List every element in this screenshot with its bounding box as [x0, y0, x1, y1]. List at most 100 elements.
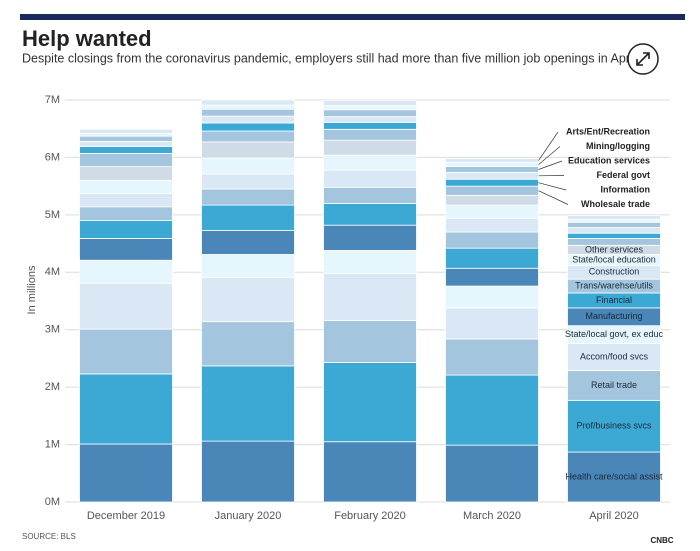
bar-segment [445, 204, 539, 219]
bar-segment [323, 320, 417, 363]
y-tick-label: 5M [45, 209, 60, 221]
bar-segment [201, 99, 295, 106]
bar-segment [445, 444, 539, 503]
bar-segment [201, 115, 295, 124]
bar-segment [201, 229, 295, 255]
callout-line [538, 146, 561, 165]
bar-segment [323, 441, 417, 503]
callout-line [538, 182, 567, 191]
callout-line [538, 190, 569, 205]
callout-label: Education services [568, 155, 650, 165]
top-rule [20, 14, 685, 20]
bar-segment [445, 217, 539, 233]
bar-segment [323, 273, 417, 321]
bar-segment [445, 158, 539, 163]
bar-segment [201, 157, 295, 175]
bar-segment [323, 100, 417, 107]
bar-segment [201, 188, 295, 206]
bar-segment [79, 135, 173, 142]
bar-segment [79, 132, 173, 137]
y-tick-label: 3M [45, 324, 60, 336]
bar-segment [567, 219, 661, 223]
chart-subtitle: Despite closings from the coronavirus pa… [22, 51, 639, 65]
bar-segment [567, 370, 661, 401]
bar-segment [79, 220, 173, 239]
bar-segment [323, 186, 417, 204]
bar-segment [445, 338, 539, 376]
bar-segment [201, 141, 295, 159]
segment-label: Accom/food svcs [580, 351, 649, 361]
bar-segment [567, 451, 661, 503]
bar-segment [79, 443, 173, 503]
chart-title: Help wanted [22, 26, 152, 51]
bar-segment [323, 139, 417, 156]
bar-segment [445, 247, 539, 269]
bar-segment [79, 328, 173, 375]
bar-segment [445, 307, 539, 340]
bar-segment [201, 321, 295, 367]
bar-segment [201, 173, 295, 190]
bar-segment [79, 146, 173, 154]
segment-label: Prof/business svcs [576, 421, 652, 431]
bar-segment [79, 373, 173, 445]
segment-label: Financial [596, 295, 632, 305]
bar-segment [323, 121, 417, 130]
callout-line [538, 160, 563, 170]
x-tick-label: March 2020 [463, 510, 521, 522]
bar-segment [79, 238, 173, 261]
bar-segment [445, 194, 539, 206]
bar-segment [79, 282, 173, 330]
bar-segment [201, 108, 295, 117]
bar-segment [445, 166, 539, 173]
bar-segment [79, 153, 173, 168]
x-tick-label: January 2020 [215, 510, 282, 522]
bar-segment [323, 362, 417, 443]
bar-segment [323, 105, 417, 111]
bar-segment [445, 171, 539, 180]
segment-label: Manufacturing [585, 311, 642, 321]
callout-line [538, 131, 559, 161]
expand-button[interactable] [627, 43, 659, 75]
bar-segment [323, 202, 417, 226]
logo-text: CNBC [650, 536, 673, 545]
callout-label: Mining/logging [586, 141, 650, 151]
bar-segment [445, 178, 539, 187]
segment-label: Health care/social assist [565, 471, 663, 481]
segment-label: Construction [589, 267, 640, 277]
bar-segment [201, 130, 295, 143]
bar-segment [323, 109, 417, 118]
bar-segment [201, 254, 295, 278]
bar-segment [201, 204, 295, 231]
y-tick-label: 6M [45, 151, 60, 163]
bar-segment [201, 277, 295, 323]
x-tick-label: April 2020 [589, 510, 639, 522]
bar-segment [323, 154, 417, 171]
bar-segment [445, 162, 539, 168]
bar-segment [445, 285, 539, 309]
bar-segment [201, 365, 295, 442]
callout-label: Federal govt [596, 170, 650, 180]
segment-label: Trans/warehse/utils [575, 280, 653, 290]
bar-segment [79, 128, 173, 134]
bar-segment [323, 116, 417, 123]
bar-segment [323, 250, 417, 274]
segment-label: State/local education [572, 254, 656, 264]
segment-label: State/local govt, ex educ [565, 329, 664, 339]
y-tick-label: 0M [45, 496, 60, 508]
bar-segment [201, 122, 295, 132]
bar-segment [79, 166, 173, 181]
x-tick-label: February 2020 [334, 510, 406, 522]
y-axis-label: In millions [26, 265, 38, 314]
bar-segment [445, 374, 539, 446]
bar-segment [567, 399, 661, 453]
segment-label: Other services [585, 244, 644, 254]
bar-segment [79, 140, 173, 147]
bar-segment [79, 259, 173, 284]
callout-label: Information [601, 184, 651, 194]
y-tick-label: 1M [45, 438, 60, 450]
bar-segment [567, 227, 661, 234]
callout-label: Wholesale trade [581, 199, 650, 209]
y-tick-label: 2M [45, 381, 60, 393]
bar-segment [79, 206, 173, 221]
